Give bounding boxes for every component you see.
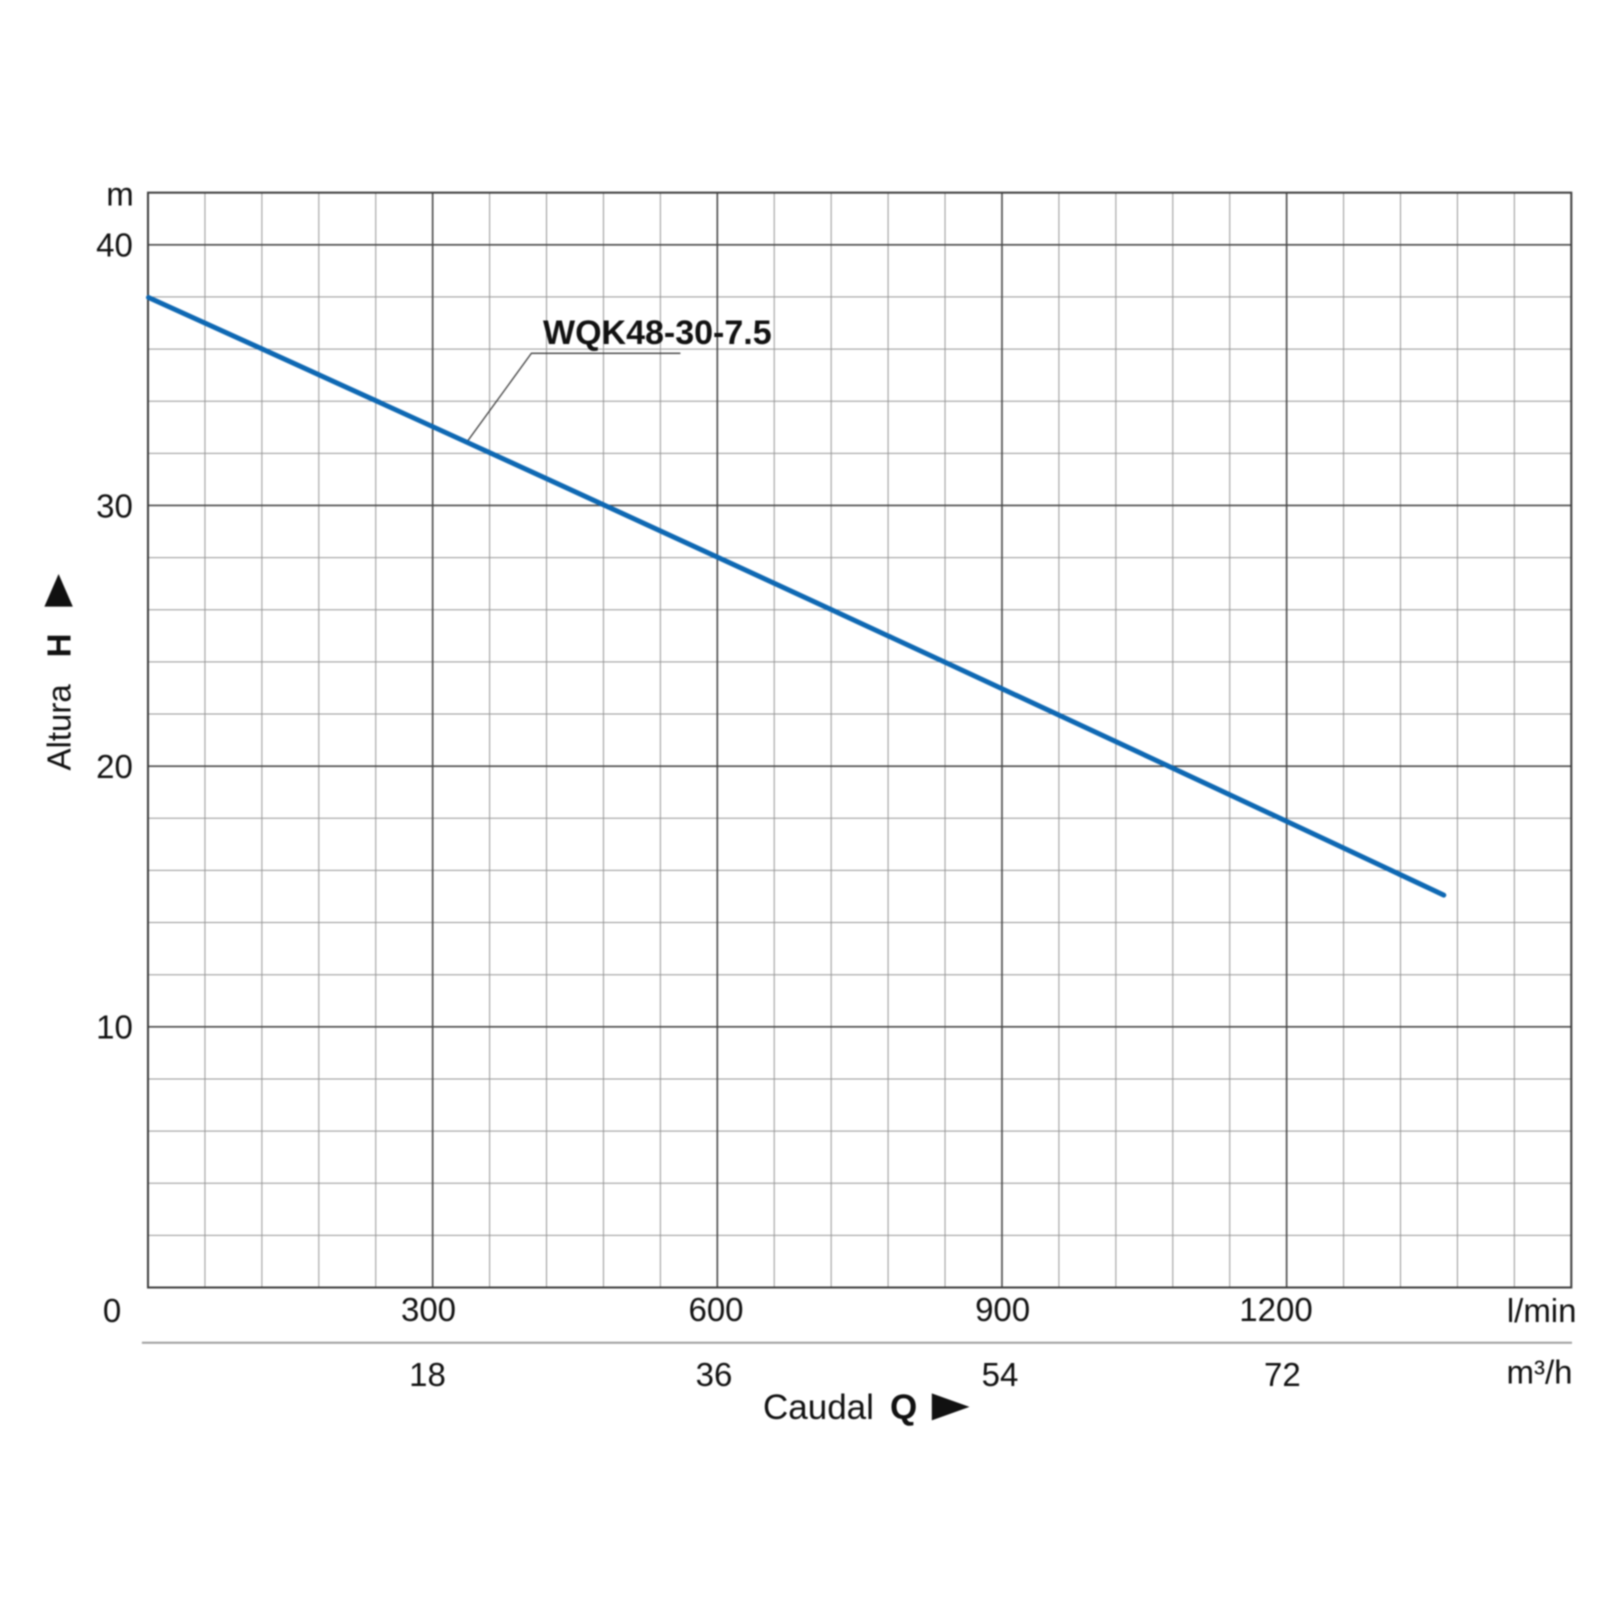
svg-text:10: 10 xyxy=(96,1009,133,1046)
svg-text:WQK48-30-7.5: WQK48-30-7.5 xyxy=(543,314,772,352)
svg-text:m³/h: m³/h xyxy=(1507,1354,1573,1391)
svg-text:40: 40 xyxy=(96,227,133,264)
svg-text:0: 0 xyxy=(103,1292,121,1329)
svg-text:20: 20 xyxy=(96,748,133,785)
svg-text:30: 30 xyxy=(96,487,133,524)
svg-text:900: 900 xyxy=(975,1291,1030,1328)
svg-text:18: 18 xyxy=(409,1356,446,1393)
svg-text:1200: 1200 xyxy=(1239,1291,1312,1328)
svg-text:Caudal: Caudal xyxy=(763,1388,874,1427)
svg-text:H: H xyxy=(41,634,78,658)
svg-text:300: 300 xyxy=(401,1291,456,1328)
svg-text:m: m xyxy=(106,176,134,213)
svg-text:54: 54 xyxy=(982,1356,1019,1393)
svg-text:36: 36 xyxy=(696,1356,733,1393)
svg-text:Altura: Altura xyxy=(41,684,78,771)
svg-text:72: 72 xyxy=(1264,1356,1301,1393)
svg-text:600: 600 xyxy=(688,1291,743,1328)
svg-text:Q: Q xyxy=(890,1388,917,1427)
svg-text:l/min: l/min xyxy=(1507,1292,1577,1329)
